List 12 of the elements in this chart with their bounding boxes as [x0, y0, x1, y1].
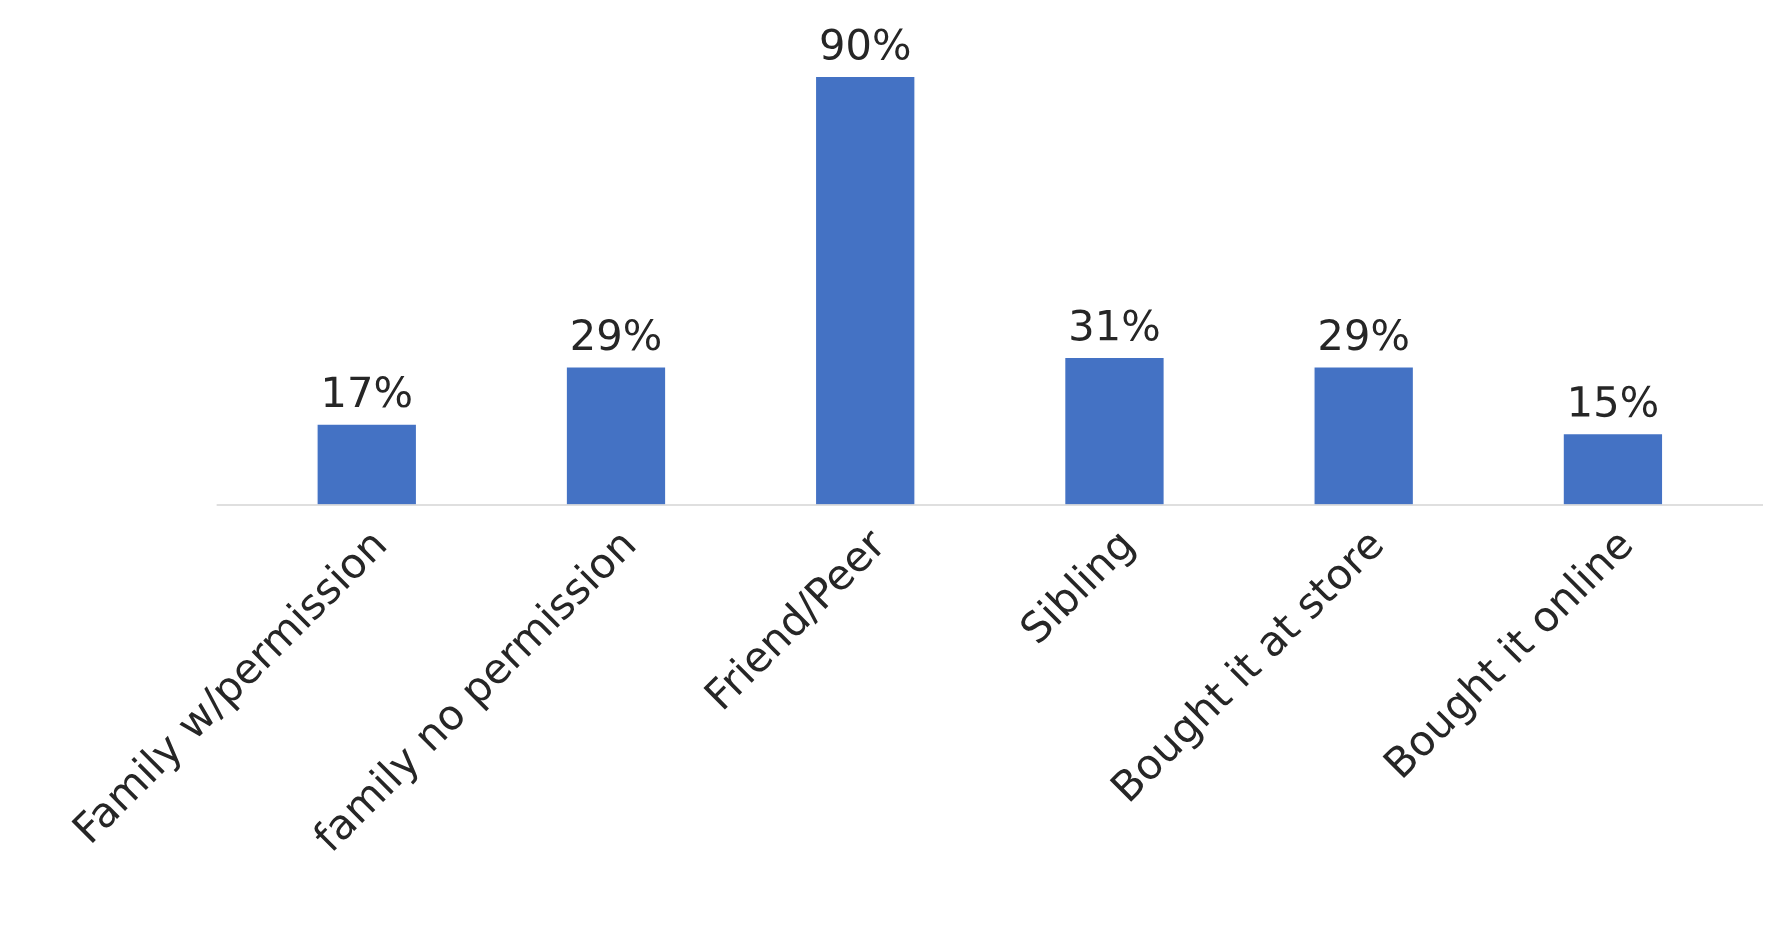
bar	[565, 366, 667, 505]
data-label: 90%	[821, 28, 910, 60]
data-label: 29%	[572, 318, 660, 351]
data-label: 17%	[325, 376, 411, 408]
data-label: 29%	[1320, 318, 1408, 351]
data-label: 15%	[1571, 385, 1657, 418]
bar	[1313, 366, 1415, 505]
data-label: 31%	[1071, 309, 1159, 341]
bar	[316, 423, 418, 505]
bar	[814, 75, 916, 505]
bar	[1063, 356, 1166, 505]
bar	[1562, 432, 1664, 505]
